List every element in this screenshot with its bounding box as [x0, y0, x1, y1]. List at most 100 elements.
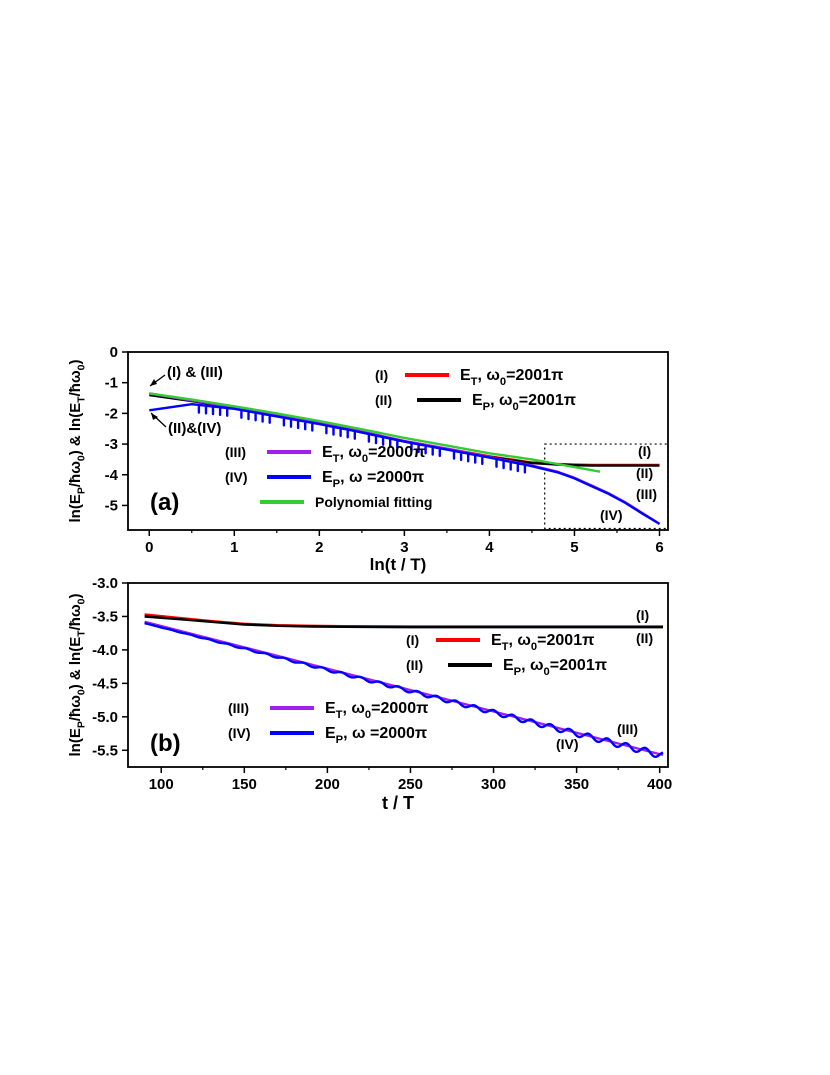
- legend-tag: (I): [375, 367, 388, 383]
- legend-label-part: 0: [513, 401, 519, 413]
- x-tick-label: 200: [315, 776, 340, 793]
- legend-entry: (I) ET, ω0=2001π: [375, 367, 563, 388]
- panel-b: 100 150 200 250 300 350 400 -3.0 -3.5 -4.0 -4.5 -5.…: [67, 575, 672, 813]
- legend-label-part: E: [472, 392, 483, 409]
- legend-label: ET, ω0=2000π: [325, 700, 428, 721]
- y-tick-label: -3.0: [92, 575, 118, 592]
- legend-label: EP, ω0=2001π: [472, 392, 576, 413]
- x-tick-label: 5: [570, 539, 578, 556]
- legend-label-part: , ω: [343, 725, 365, 742]
- legend-label-part: E: [491, 632, 502, 649]
- y-axis-title-part: 0: [76, 364, 88, 370]
- plot-frame: [127, 351, 669, 531]
- legend-label-part: E: [460, 367, 471, 384]
- legend-label-part: , ω: [478, 367, 500, 384]
- legend-label-part: =2001π: [537, 632, 594, 649]
- legend-label: EP, ω =2000π: [322, 469, 424, 490]
- y-axis-title-part: /ħω: [67, 604, 84, 630]
- x-tick-label: 4: [485, 539, 494, 556]
- legend-label-part: E: [322, 444, 333, 461]
- legend-label-part: T: [333, 453, 340, 465]
- legend-label: Polynomial fitting: [315, 494, 432, 510]
- legend-label-part: T: [336, 709, 343, 721]
- legend-label-part: , ω: [343, 700, 365, 717]
- legend-label-part: =2001π: [550, 657, 607, 674]
- x-tick-label: 1: [230, 539, 238, 556]
- legend-label-part: , ω: [340, 469, 362, 486]
- legend-tag: (II): [406, 657, 423, 673]
- y-tick-label: -2: [105, 405, 118, 422]
- x-tick-label: 6: [655, 539, 663, 556]
- legend-label-part: P: [514, 666, 522, 678]
- y-tick-label: -4.0: [92, 642, 118, 659]
- legend-label-part: , ω: [521, 657, 543, 674]
- y-axis-title-part: ln(E: [67, 728, 84, 756]
- annotation-IV: (IV): [600, 507, 623, 523]
- legend-label-part: =2000π: [363, 469, 425, 486]
- arrow-head: [151, 413, 158, 420]
- legend-entry: (III) ET, ω0=2000π: [225, 444, 425, 465]
- y-tick-label: -3.5: [92, 608, 118, 625]
- legend-tag: (II): [375, 392, 392, 408]
- panel-label: (a): [150, 489, 179, 516]
- y-tick-label: -3: [105, 436, 118, 453]
- y-axis-title-part: 0: [76, 689, 88, 695]
- panel-a: 0 1 2 3 4 5 60-1-2-3-4-5ln(t / T)ln(EP/ħω0) & …: [67, 344, 669, 574]
- series-line-II: [144, 615, 663, 629]
- legend-label-part: T: [502, 641, 509, 653]
- legend-label: EP, ω0=2001π: [503, 657, 607, 678]
- legend-label-part: =2000π: [371, 700, 428, 717]
- legend-label-part: , ω: [490, 392, 512, 409]
- legend-tag: (I): [406, 632, 419, 648]
- legend-entry: (III) ET, ω0=2000π: [228, 700, 428, 721]
- legend-label-part: , ω: [340, 444, 362, 461]
- x-tick-label: 3: [400, 539, 408, 556]
- legend-entry: Polynomial fitting: [260, 494, 432, 510]
- legend-label-part: P: [333, 478, 341, 490]
- series-line-IV: [144, 621, 664, 758]
- legend-label: ET, ω0=2000π: [322, 444, 425, 465]
- legend-label: ET, ω0=2001π: [491, 632, 594, 653]
- y-tick-label: 0: [110, 344, 118, 361]
- legend-label-part: T: [471, 376, 478, 388]
- y-axis-title: ln(EP/ħω0) & ln(ET/ħω0): [67, 594, 88, 757]
- annotation-II: (II): [636, 465, 653, 481]
- y-tick-label: -5.0: [92, 709, 118, 726]
- legend-tag: (III): [225, 444, 246, 460]
- legend-label-part: 0: [544, 666, 550, 678]
- x-tick-label: 150: [232, 776, 257, 793]
- legend-label-part: E: [325, 725, 336, 742]
- legend-entry: (I) ET, ω0=2001π: [406, 632, 594, 653]
- y-tick-label: -1: [105, 375, 118, 392]
- y-axis-title-part: /ħω: [67, 461, 84, 487]
- y-axis-title-part: ): [67, 594, 84, 599]
- legend-label-part: =2000π: [366, 725, 428, 742]
- legend-entry: (IV) EP, ω =2000π: [228, 725, 427, 746]
- x-tick-label: 300: [481, 776, 506, 793]
- y-axis-title-part: T: [76, 630, 88, 637]
- annotation-II: (II): [636, 630, 653, 646]
- x-tick-label: 2: [315, 539, 323, 556]
- x-tick-label: 250: [398, 776, 423, 793]
- legend-label-part: P: [483, 401, 491, 413]
- legend-tag: (III): [228, 700, 249, 716]
- y-axis-title-part: P: [76, 487, 88, 494]
- legend-entry: (II) EP, ω0=2001π: [406, 657, 607, 678]
- y-tick-label: -5.5: [92, 742, 118, 759]
- legend-tag: (IV): [225, 469, 248, 485]
- y-tick-label: -4: [105, 467, 119, 484]
- y-axis-title-part: ) & ln(E: [67, 403, 84, 456]
- legend-label-part: E: [322, 469, 333, 486]
- legend-label-part: E: [325, 700, 336, 717]
- x-axis-title: ln(t / T): [370, 555, 427, 574]
- y-axis-title-part: 0: [76, 455, 88, 461]
- legend-entry: (II) EP, ω0=2001π: [375, 392, 576, 413]
- y-tick-label: -5: [105, 497, 118, 514]
- annotation-III: (III): [617, 721, 638, 737]
- x-tick-label: 0: [145, 539, 153, 556]
- y-axis-title-part: P: [76, 721, 88, 728]
- y-axis-title-part: ): [67, 360, 84, 365]
- y-axis-title-part: 0: [76, 598, 88, 604]
- y-axis-title-part: ln(E: [67, 494, 84, 522]
- annotation-I-III: (I) & (III): [167, 364, 223, 381]
